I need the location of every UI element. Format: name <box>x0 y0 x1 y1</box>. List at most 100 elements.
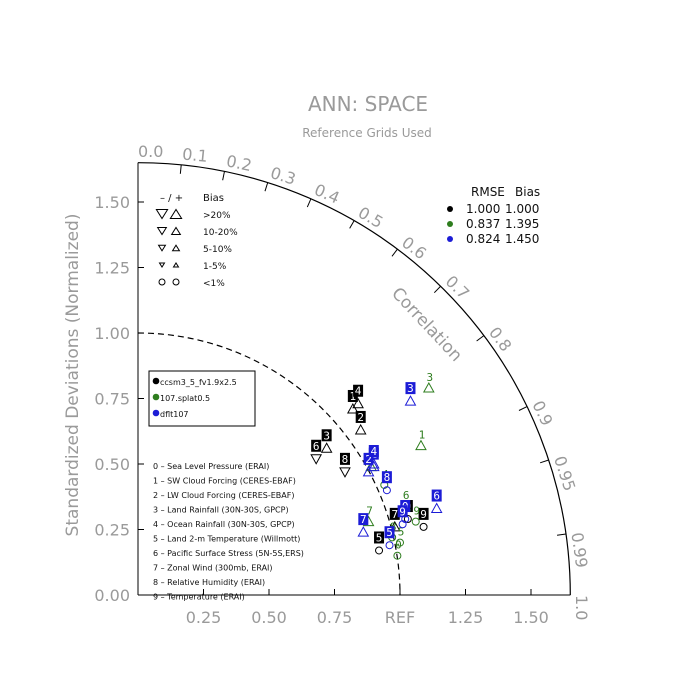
corr-tick-label: 0.6 <box>398 233 430 263</box>
point-label-box <box>347 389 358 402</box>
y-tick-label: 1.00 <box>94 324 130 343</box>
point-label-box <box>368 445 379 457</box>
corr-tick <box>476 335 485 342</box>
rmse-value: 0.824 <box>466 232 500 246</box>
bias-key-triangle-down <box>158 262 166 268</box>
data-point: 4 <box>367 445 380 469</box>
variable-list-item: 8 – Relative Humidity (ERAI) <box>153 578 265 587</box>
y-tick-label: 0.75 <box>94 390 130 409</box>
point-label: 3 <box>407 382 414 395</box>
point-marker-triangle-up <box>354 423 367 435</box>
bias-key-sign-header: – / + <box>160 193 183 204</box>
bias-key: – / + Bias >20% 10-20% 5-10% 1-5% <1% <box>155 193 238 289</box>
corr-tick <box>518 406 528 411</box>
data-point: 1 <box>346 389 359 414</box>
corr-tick <box>222 171 225 181</box>
bias-header: Bias <box>515 185 540 199</box>
x-tick-label: 0.75 <box>317 608 353 627</box>
variable-list-item: 9 – Temperature (ERAI) <box>153 593 245 602</box>
point-marker-triangle-up <box>404 395 417 406</box>
corr-tick <box>264 182 269 192</box>
corr-tick-label: 0.99 <box>567 531 591 569</box>
bias-key-label: 5-10% <box>203 245 232 255</box>
data-point: 6 <box>430 489 443 514</box>
corr-tick-label: 0.5 <box>355 203 387 232</box>
bias-key-triangle-up <box>169 208 183 219</box>
corr-tick-label: 0.95 <box>550 454 579 494</box>
point-marker-circle <box>393 551 402 560</box>
corr-tick-label: 0.1 <box>181 144 208 165</box>
point-label: 9 <box>413 505 420 518</box>
rmse-row-dot <box>447 206 453 212</box>
bias-key-triangle-down <box>157 244 167 252</box>
point-label: 4 <box>370 445 377 458</box>
data-point: 6 <box>310 439 323 465</box>
variable-list-item: 0 – Sea Level Pressure (ERAI) <box>153 462 269 471</box>
point-label-box <box>321 429 332 442</box>
point-label-box <box>431 489 442 502</box>
point-label-box <box>339 452 350 465</box>
point-label: 2 <box>365 453 372 466</box>
y-tick-label: 0.00 <box>94 586 130 605</box>
data-point: 8 <box>381 471 392 495</box>
data-point: 5 <box>384 526 395 550</box>
variable-list-item: 3 – Land Rainfall (30N-30S, GPCP) <box>153 506 289 515</box>
point-marker-triangle-up <box>367 460 380 472</box>
point-marker-triangle-up <box>362 465 375 477</box>
outer-arc <box>137 162 571 596</box>
variable-list-item: 5 – Land 2-m Temperature (Willmott) <box>153 535 300 544</box>
data-point: 8 <box>339 452 351 478</box>
legend-series-name: ccsm3_5_fv1.9x2.5 <box>160 378 237 387</box>
bias-key-header: Bias <box>203 193 224 204</box>
corr-tick <box>391 248 398 257</box>
point-label-box <box>405 382 416 395</box>
legend-series-name: 107.splat0.5 <box>160 394 210 403</box>
data-point: 9 <box>411 505 420 526</box>
bias-key-label: 1-5% <box>203 262 227 272</box>
chart-subtitle: Reference Grids Used <box>302 126 432 140</box>
point-marker-circle <box>403 515 412 524</box>
point-marker-circle <box>411 517 420 526</box>
bias-key-label: >20% <box>203 211 231 221</box>
point-label-box <box>311 439 322 452</box>
data-point: 3 <box>320 429 333 453</box>
legend-dot <box>152 377 160 385</box>
point-label-box <box>381 471 392 484</box>
point-marker-triangle-up <box>430 502 443 514</box>
x-tick-label: 1.25 <box>448 608 484 627</box>
point-label: 3 <box>323 429 330 442</box>
corr-tick-label: 0.9 <box>528 398 556 429</box>
x-tick-label: 0.50 <box>251 608 287 627</box>
legend-box <box>148 370 256 427</box>
corr-tick-label: 0.8 <box>485 323 515 355</box>
point-label: 1 <box>350 390 357 403</box>
point-label: 2 <box>357 411 364 424</box>
bias-key-label: <1% <box>203 279 225 289</box>
corr-tick-label: 0.2 <box>225 151 254 175</box>
variable-list: 0 – Sea Level Pressure (ERAI) 1 – SW Clou… <box>153 462 304 602</box>
point-label: 9 <box>420 508 427 521</box>
y-tick-label: 1.25 <box>94 259 130 278</box>
corr-tick <box>539 459 549 464</box>
point-marker-triangle-up <box>352 397 364 409</box>
point-label: 7 <box>366 505 373 518</box>
data-point: 7 <box>357 513 370 537</box>
point-label: 5 <box>398 526 405 539</box>
point-label: 9 <box>399 505 406 518</box>
variable-list-item: 2 – LW Cloud Forcing (CERES-EBAF) <box>153 491 294 500</box>
rmse-header: RMSE <box>471 185 505 199</box>
point-label: 7 <box>360 513 367 526</box>
point-label: 8 <box>342 453 349 466</box>
data-point: 2 <box>362 452 375 477</box>
data-point: 1 <box>415 429 427 451</box>
chart-title: ANN: SPACE <box>308 92 428 116</box>
point-label: 7 <box>391 508 398 521</box>
point-marker-circle <box>419 522 428 531</box>
x-tick-label: 0.25 <box>186 608 222 627</box>
point-label: 6 <box>313 440 320 453</box>
bias-key-circle <box>158 278 166 286</box>
rmse-value: 0.837 <box>466 217 500 231</box>
corr-tick <box>349 220 355 229</box>
bias-key-triangle-up <box>170 226 182 235</box>
